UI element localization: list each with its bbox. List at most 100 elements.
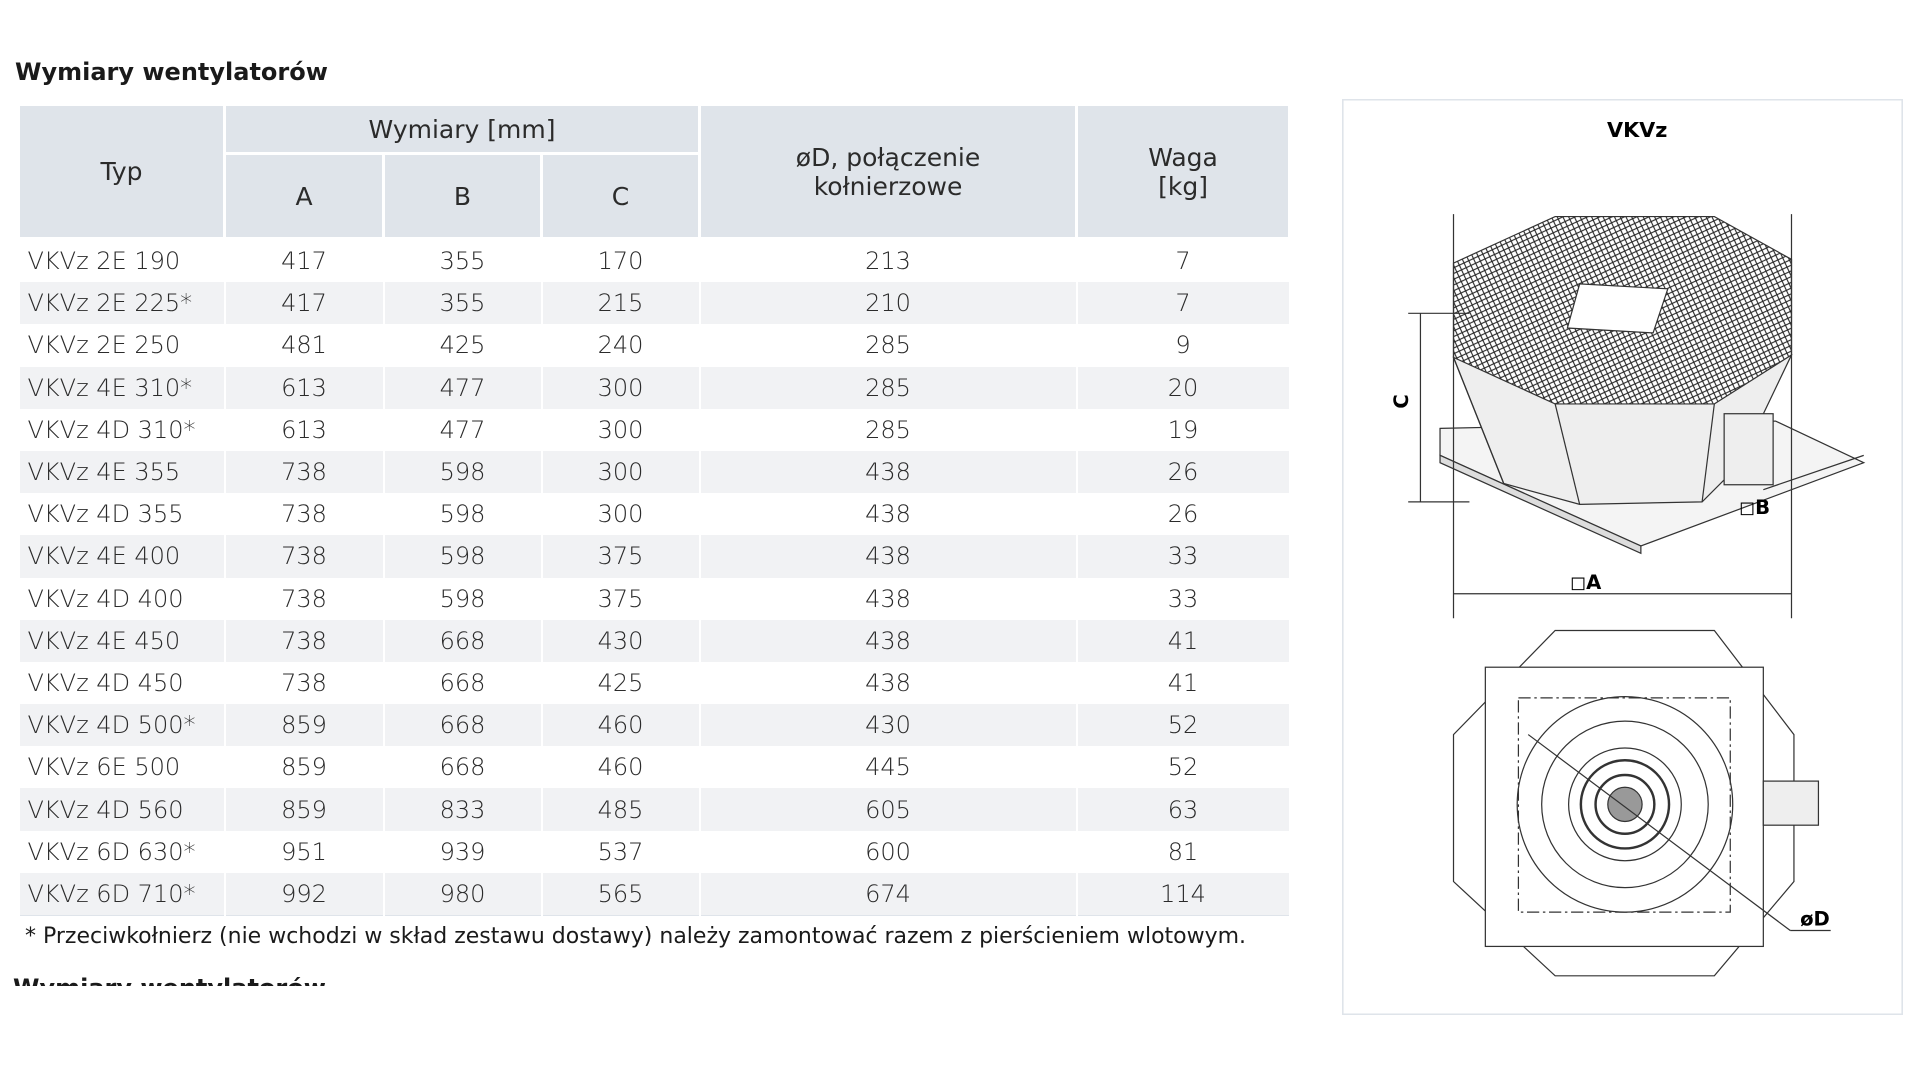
table-row: VKVz 4D 400 738 598 375 438 33 <box>17 577 1291 620</box>
header-cell: øD, połączenie kołnierzowe <box>698 103 1079 240</box>
value-cell: 738 <box>223 493 385 536</box>
value-cell: 285 <box>698 366 1078 409</box>
value-cell: 438 <box>698 577 1078 620</box>
header-cell: B <box>382 152 543 240</box>
table-row: VKVz 4D 355 738 598 300 438 26 <box>17 493 1291 536</box>
value-cell: 52 <box>1075 746 1291 789</box>
diagram-title: VKVz <box>1607 118 1667 142</box>
value-cell: 951 <box>223 830 385 873</box>
dim-label: ◻A <box>1570 571 1602 594</box>
value-cell: 215 <box>540 282 701 325</box>
value-cell: 7 <box>1075 282 1291 325</box>
header-cell: C <box>539 152 702 240</box>
value-cell: 213 <box>698 238 1078 283</box>
value-cell: 481 <box>223 324 385 367</box>
type-cell: VKVz 4E 450 <box>17 619 226 662</box>
header-cell: Waga [kg] <box>1075 103 1292 240</box>
value-cell: 9 <box>1075 324 1291 367</box>
value-cell: 355 <box>382 282 543 325</box>
dim-label: C <box>1390 394 1413 408</box>
value-cell: 859 <box>223 788 385 831</box>
value-cell: 114 <box>1075 872 1291 916</box>
value-cell: 33 <box>1075 535 1291 578</box>
value-cell: 668 <box>382 746 543 789</box>
value-cell: 240 <box>540 324 701 367</box>
value-cell: 170 <box>540 238 701 283</box>
footnote: * Przeciwkołnierz (nie wchodzi w skład z… <box>25 924 1247 949</box>
value-cell: 859 <box>223 704 385 747</box>
value-cell: 285 <box>698 324 1078 367</box>
table-body: VKVz 2E 190 417 355 170 213 7 VKVz 2E 225* 417 3… <box>17 238 1291 916</box>
value-cell: 738 <box>223 535 385 578</box>
value-cell: 425 <box>540 661 701 705</box>
value-cell: 605 <box>698 788 1078 831</box>
type-cell: VKVz 4D 400 <box>17 577 226 620</box>
value-cell: 738 <box>223 450 385 494</box>
value-cell: 460 <box>540 746 701 789</box>
value-cell: 668 <box>382 661 543 705</box>
table-row: VKVz 4E 310* 613 477 300 285 20 <box>17 366 1291 409</box>
type-cell: VKVz 4D 500* <box>17 704 226 747</box>
value-cell: 26 <box>1075 450 1291 494</box>
section-title: Wymiary wentylatorów <box>15 58 328 86</box>
value-cell: 375 <box>540 535 701 578</box>
type-cell: VKVz 6D 710* <box>17 872 226 916</box>
value-cell: 992 <box>223 872 385 916</box>
type-cell: VKVz 4D 355 <box>17 493 226 536</box>
value-cell: 565 <box>540 872 701 916</box>
value-cell: 300 <box>540 493 701 536</box>
type-cell: VKVz 2E 190 <box>17 238 226 283</box>
table-row: VKVz 4D 500* 859 668 460 430 52 <box>17 704 1291 747</box>
value-cell: 939 <box>382 830 543 873</box>
value-cell: 210 <box>698 282 1078 325</box>
type-cell: VKVz 4D 310* <box>17 408 226 451</box>
value-cell: 300 <box>540 450 701 494</box>
table-row: VKVz 2E 190 417 355 170 213 7 <box>17 238 1291 283</box>
value-cell: 537 <box>540 830 701 873</box>
header-line: øD, połączenie <box>795 142 981 172</box>
value-cell: 738 <box>223 619 385 662</box>
value-cell: 375 <box>540 577 701 620</box>
value-cell: 417 <box>223 282 385 325</box>
value-cell: 438 <box>698 493 1078 536</box>
value-cell: 438 <box>698 535 1078 578</box>
value-cell: 41 <box>1075 661 1291 705</box>
table-row: VKVz 4D 310* 613 477 300 285 19 <box>17 408 1291 451</box>
bottom-view <box>1452 629 1831 977</box>
type-cell: VKVz 6E 500 <box>17 746 226 789</box>
value-cell: 300 <box>540 366 701 409</box>
value-cell: 613 <box>223 366 385 409</box>
value-cell: 20 <box>1075 366 1291 409</box>
value-cell: 598 <box>382 535 543 578</box>
value-cell: 438 <box>698 661 1078 705</box>
header-cell: A <box>223 152 385 240</box>
table-row: VKVz 2E 250 481 425 240 285 9 <box>17 324 1291 367</box>
value-cell: 477 <box>382 408 543 451</box>
value-cell: 613 <box>223 408 385 451</box>
value-cell: 81 <box>1075 830 1291 873</box>
value-cell: 285 <box>698 408 1078 451</box>
value-cell: 417 <box>223 238 385 283</box>
dimensions-table: Typ Wymiary [mm] øD, połączenie kołnierzo… <box>17 103 1292 916</box>
header-cell: Typ <box>17 103 226 240</box>
value-cell: 445 <box>698 746 1078 789</box>
value-cell: 598 <box>382 450 543 494</box>
type-cell: VKVz 4E 400 <box>17 535 226 578</box>
value-cell: 980 <box>382 872 543 916</box>
table-row: VKVz 6E 500 859 668 460 445 52 <box>17 746 1291 789</box>
value-cell: 668 <box>382 704 543 747</box>
value-cell: 598 <box>382 577 543 620</box>
value-cell: 438 <box>698 450 1078 494</box>
table-row: VKVz 4E 355 738 598 300 438 26 <box>17 450 1291 494</box>
value-cell: 430 <box>540 619 701 662</box>
value-cell: 833 <box>382 788 543 831</box>
value-cell: 41 <box>1075 619 1291 662</box>
type-cell: VKVz 4D 560 <box>17 788 226 831</box>
value-cell: 738 <box>223 661 385 705</box>
value-cell: 859 <box>223 746 385 789</box>
table-row: VKVz 6D 710* 992 980 565 674 114 <box>17 872 1291 916</box>
header-line: Waga <box>1148 142 1218 172</box>
type-cell: VKVz 4E 310* <box>17 366 226 409</box>
type-cell: VKVz 6D 630* <box>17 830 226 873</box>
